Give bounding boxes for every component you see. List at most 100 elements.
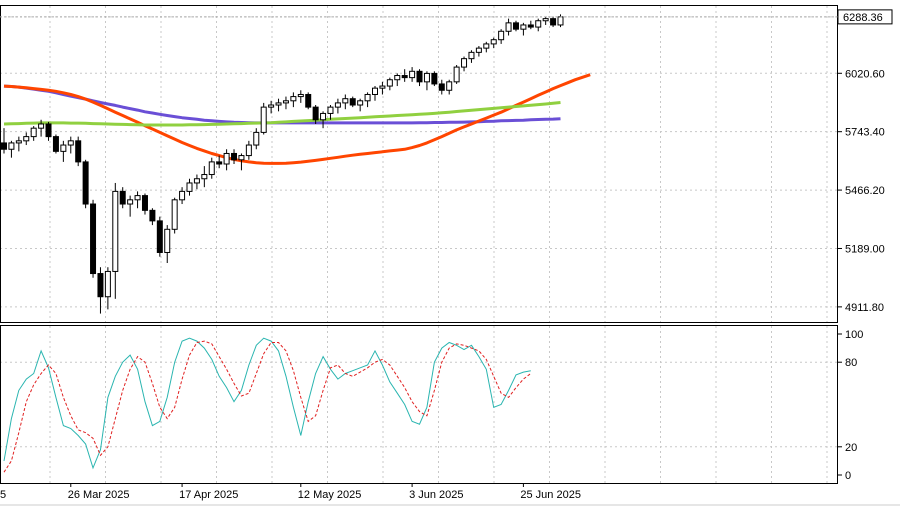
- candle-body: [171, 199, 178, 230]
- candle-body: [557, 16, 564, 26]
- candle-body: [550, 18, 557, 26]
- candle-body: [468, 51, 475, 60]
- candle-body: [275, 102, 282, 106]
- candle-body: [372, 87, 378, 95]
- candle-body: [201, 174, 208, 180]
- candle-body: [505, 22, 512, 32]
- candle-body: [490, 39, 497, 45]
- candle-body: [461, 58, 468, 68]
- candle-body: [416, 70, 423, 83]
- candle-body: [134, 195, 141, 201]
- candle-body: [231, 152, 238, 161]
- candle-body: [483, 43, 490, 49]
- current-price-box: [837, 9, 893, 25]
- candle-body: [75, 140, 82, 163]
- candle-body: [193, 178, 200, 184]
- candle-body: [535, 20, 542, 28]
- candle-body: [141, 195, 148, 211]
- time-axis-partial-label: 5: [0, 489, 6, 501]
- candle-body: [394, 75, 401, 81]
- candle-body: [342, 98, 349, 104]
- stochastic-panel-frame: [0, 325, 838, 484]
- price-axis: 6020.60 5743.40 5466.20 5189.00 4911.80: [838, 68, 885, 314]
- time-axis-label: 25 Jun 2025: [520, 489, 581, 501]
- candle-body: [290, 96, 297, 102]
- candle-body: [253, 131, 260, 146]
- candle-body: [379, 85, 386, 89]
- candle-body: [364, 93, 371, 102]
- current-price-label: 6288.36: [843, 12, 883, 24]
- candle-body: [527, 24, 534, 28]
- candle-body: [349, 98, 356, 106]
- candle-body: [423, 72, 430, 83]
- candle-body: [357, 100, 364, 106]
- time-axis-label: 3 Jun 2025: [409, 489, 463, 501]
- candle-body: [119, 190, 126, 205]
- candle-body: [223, 152, 230, 165]
- candle-body: [90, 203, 97, 275]
- time-axis-label: 12 May 2025: [298, 489, 362, 501]
- candle-body: [67, 140, 74, 146]
- candle-body: [149, 209, 156, 222]
- candle-body: [268, 104, 275, 108]
- candle-body: [186, 182, 193, 192]
- candle-body: [1, 142, 7, 150]
- candlesticks: [1, 14, 564, 314]
- candle-body: [104, 270, 111, 298]
- stochastic-line-1: [3, 337, 531, 470]
- candle-body: [60, 144, 67, 152]
- candle-body: [8, 142, 15, 150]
- candle-body: [23, 136, 30, 142]
- candle-body: [498, 30, 505, 41]
- stochastic-lines: [3, 337, 532, 473]
- candle-body: [453, 66, 460, 83]
- candle-body: [15, 140, 22, 144]
- candle-body: [327, 106, 334, 114]
- stochastic-axis-label: 0: [845, 470, 851, 482]
- price-axis-label: 5743.40: [845, 127, 885, 139]
- price-axis-label: 4911.80: [845, 302, 884, 314]
- candle-body: [216, 161, 223, 165]
- candle-body: [238, 155, 245, 161]
- candle-body: [542, 18, 549, 22]
- moving-average-line-2: [3, 73, 591, 165]
- moving-averages: [3, 73, 591, 165]
- stochastic-axis: 100 80 20 0: [838, 329, 863, 482]
- stochastic-line-2: [3, 340, 532, 473]
- candle-body: [438, 83, 445, 91]
- candle-body: [305, 93, 312, 108]
- candle-body: [520, 24, 527, 30]
- candle-body: [208, 161, 215, 176]
- candle-body: [431, 72, 438, 85]
- candle-body: [260, 106, 267, 133]
- candle-body: [45, 123, 52, 138]
- price-panel-frame: [0, 5, 838, 323]
- candle-body: [320, 112, 327, 121]
- candle-body: [446, 81, 453, 91]
- time-axis-label: 17 Apr 2025: [179, 489, 238, 501]
- moving-average-line-3: [3, 101, 561, 127]
- candle-body: [112, 190, 119, 272]
- candle-body: [245, 144, 252, 157]
- candle-body: [38, 123, 45, 129]
- candle-body: [297, 93, 304, 98]
- candle-body: [312, 106, 319, 121]
- stochastic-axis-label: 100: [845, 329, 863, 341]
- time-axis: 5 26 Mar 2025 17 Apr 2025 12 May 2025 3 Jun …: [0, 483, 581, 501]
- price-axis-label: 5466.20: [845, 185, 885, 197]
- time-axis-label: 26 Mar 2025: [68, 489, 130, 501]
- candle-body: [52, 136, 59, 152]
- candle-body: [401, 75, 408, 79]
- candle-body: [97, 273, 104, 298]
- candle-body: [179, 190, 186, 201]
- stochastic-axis-label: 20: [845, 442, 857, 454]
- candle-body: [512, 22, 519, 30]
- candle-body: [334, 102, 341, 108]
- candle-body: [82, 161, 89, 205]
- candle-body: [386, 79, 393, 87]
- price-axis-label: 5189.00: [845, 243, 885, 255]
- candle-body: [156, 220, 163, 253]
